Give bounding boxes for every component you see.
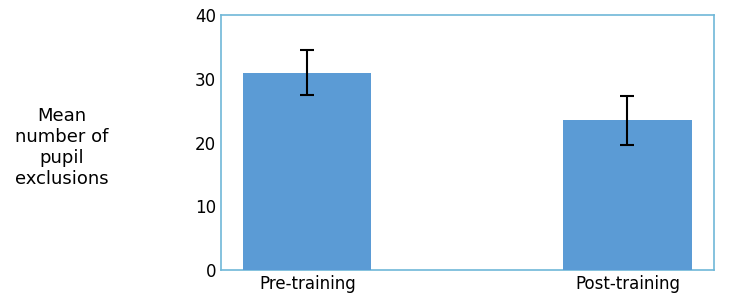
Bar: [564, 120, 692, 270]
Bar: [243, 73, 371, 270]
Text: Mean
number of
pupil
exclusions: Mean number of pupil exclusions: [15, 107, 108, 188]
